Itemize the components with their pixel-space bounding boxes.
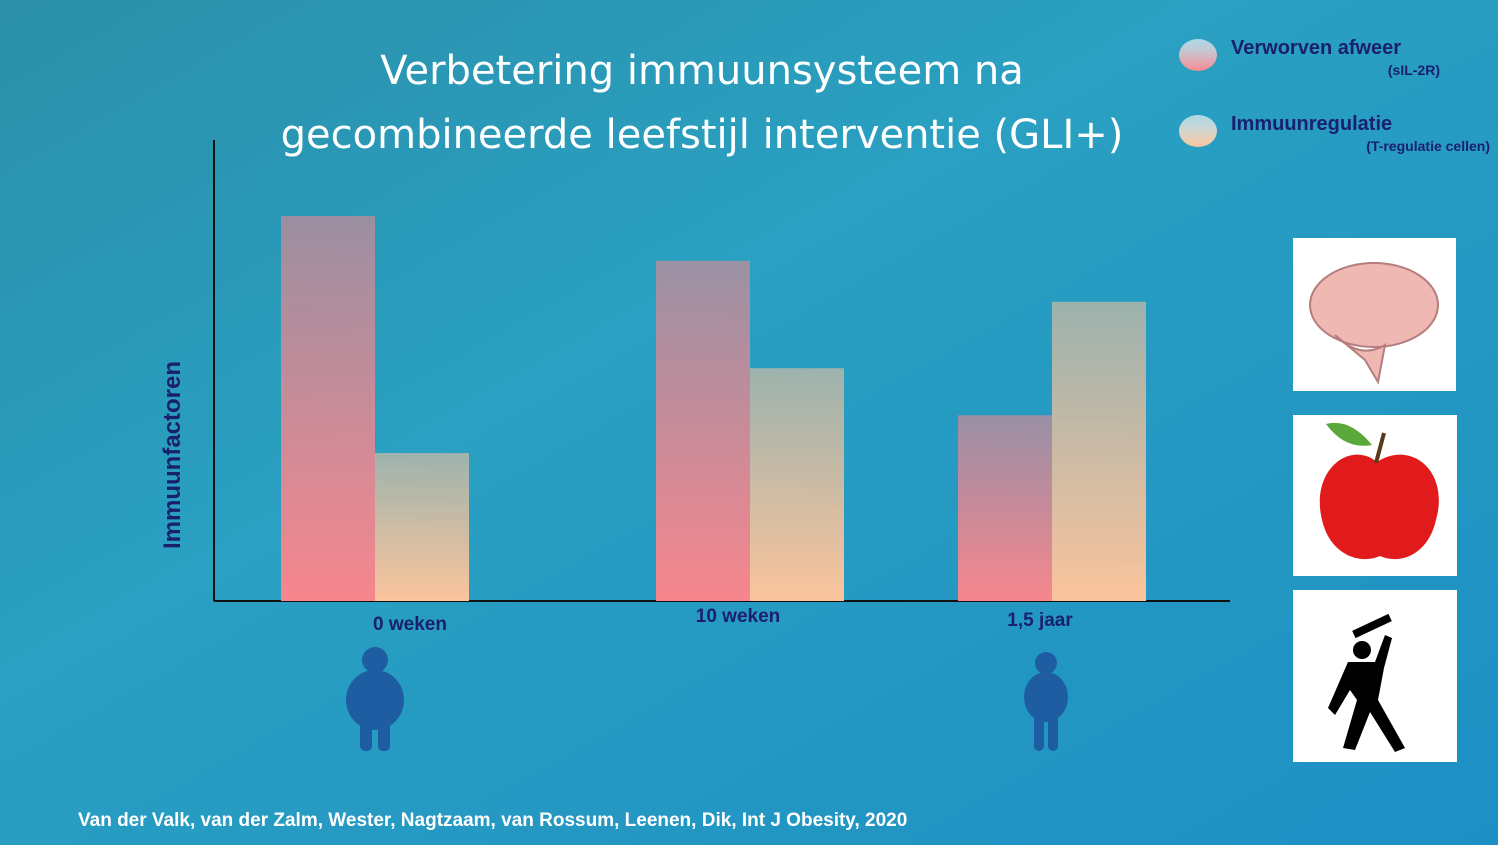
bar	[750, 368, 844, 601]
legend-label: Immuunregulatie	[1231, 113, 1392, 135]
source: Van der Valk, van der Zalm, Wester, Nagt…	[78, 810, 907, 831]
chart: Verbetering immuunsysteem nagecombineerd…	[0, 0, 1498, 845]
legend-sublabel: (T-regulatie cellen)	[1366, 138, 1490, 154]
x-tick-label: 1,5 jaar	[1007, 610, 1073, 631]
y-axis-label: Immuunfactoren	[159, 361, 186, 549]
legend-label: Verworven afweer	[1231, 37, 1401, 59]
bar	[958, 415, 1052, 601]
legend-marker	[1179, 39, 1217, 71]
bar	[281, 216, 375, 601]
legend-sublabel: (sIL-2R)	[1388, 62, 1440, 78]
x-tick-label: 0 weken	[373, 614, 447, 635]
x-tick-label: 10 weken	[696, 606, 781, 627]
legend-marker	[1179, 115, 1217, 147]
bar	[656, 261, 750, 601]
bar	[1052, 302, 1146, 601]
bar	[375, 453, 469, 601]
